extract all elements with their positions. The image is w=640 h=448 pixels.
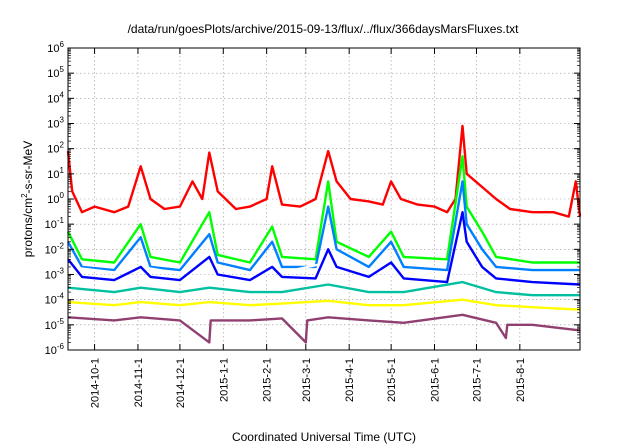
y-tick-label: 100 (47, 191, 64, 206)
x-tick-label: 2015-2-1 (262, 358, 274, 402)
plot-series (66, 124, 582, 344)
x-tick-label: 2014-11-1 (133, 358, 145, 407)
series-line-4 (67, 261, 580, 276)
y-tick-label: 10-3 (45, 267, 65, 282)
y-axis-label-pre: protons/cm (21, 198, 35, 257)
y-tick-exponent: -6 (57, 342, 65, 351)
x-axis-ticks: 2014-10-1 2014-11-1 2014-12-1 2015-1-1 2015-… (90, 48, 527, 408)
y-tick-label: 10-6 (45, 342, 65, 357)
series-line-1 (66, 124, 582, 218)
y-tick-exponent: 4 (60, 90, 65, 99)
y-tick-exponent: 5 (60, 65, 65, 74)
y-tick-exponent: 2 (60, 141, 65, 150)
y-tick-exponent: 0 (60, 191, 65, 200)
y-axis-label-sup: 2 (20, 193, 29, 198)
chart-title: /data/run/goesPlots/archive/2015-09-13/f… (128, 22, 520, 36)
y-axis-label-post: -s-sr-MeV (21, 141, 35, 194)
x-tick-label: 2014-10-1 (90, 358, 102, 408)
y-tick-label: 104 (47, 90, 64, 105)
x-tick-label: 2015-5-1 (386, 358, 398, 402)
x-tick-label: 2015-4-1 (344, 358, 356, 402)
y-axis-ticks: 10-610-510-410-310-210-11001011021031041… (45, 40, 580, 357)
x-tick-label: 2015-3-1 (301, 358, 313, 402)
y-tick-exponent: -5 (57, 317, 65, 326)
x-tick-label: 2015-8-1 (515, 358, 527, 402)
y-tick-exponent: -2 (57, 241, 65, 250)
series-line-6 (67, 280, 580, 297)
x-tick-label: 2014-12-1 (175, 358, 187, 408)
x-tick-label: 2015-6-1 (430, 358, 442, 402)
y-tick-exponent: -1 (57, 216, 65, 225)
y-tick-exponent: 3 (60, 116, 65, 125)
series-line-5 (67, 210, 581, 286)
y-tick-exponent: 1 (60, 166, 65, 175)
y-tick-label: 102 (47, 141, 64, 156)
x-axis-label: Coordinated Universal Time (UTC) (232, 430, 416, 444)
series-line-8 (67, 313, 581, 344)
x-tick-label: 2015-1-1 (218, 358, 230, 402)
series-line-3 (66, 180, 580, 272)
y-tick-label: 10-4 (45, 292, 65, 307)
x-tick-label: 2015-7-1 (471, 358, 483, 402)
y-tick-label: 10-5 (45, 317, 65, 332)
y-tick-exponent: -4 (57, 292, 65, 301)
y-tick-exponent: -3 (57, 267, 65, 276)
series-line-7 (67, 298, 581, 311)
y-tick-label: 103 (47, 116, 64, 131)
series-line-2 (66, 154, 580, 264)
y-tick-label: 106 (47, 40, 64, 55)
y-tick-label: 101 (47, 166, 64, 181)
y-tick-exponent: 6 (60, 40, 65, 49)
y-axis-label: protons/cm2-s-sr-MeV (20, 141, 35, 257)
y-tick-label: 10-1 (45, 216, 65, 231)
y-tick-label: 105 (47, 65, 64, 80)
y-tick-label: 10-2 (45, 241, 65, 256)
